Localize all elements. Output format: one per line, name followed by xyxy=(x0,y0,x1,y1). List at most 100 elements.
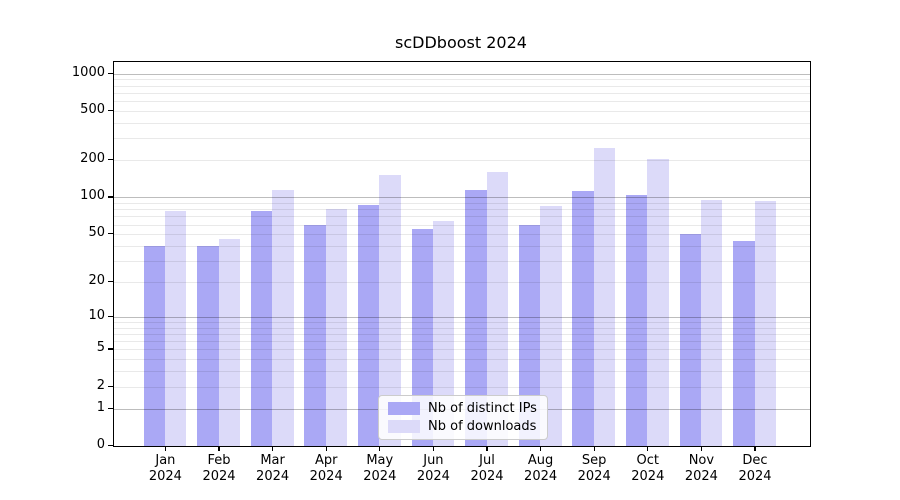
x-tick-mark xyxy=(486,447,488,451)
legend: Nb of distinct IPs Nb of downloads xyxy=(378,395,548,440)
y-gridline-minor xyxy=(114,85,810,87)
y-gridline-minor xyxy=(114,333,810,335)
bar-downloads xyxy=(433,221,455,446)
y-tick-mark xyxy=(108,385,113,387)
x-tick-mark xyxy=(432,447,434,451)
y-gridline-minor xyxy=(114,321,810,323)
x-tick-mark xyxy=(647,447,649,451)
x-tick-label: May 2024 xyxy=(363,453,397,484)
x-tick-label: Sep 2024 xyxy=(577,453,611,484)
y-tick-label: 0 xyxy=(96,437,105,452)
y-gridline-minor xyxy=(114,386,810,388)
bar-distinct-ips xyxy=(626,194,648,446)
y-tick-mark xyxy=(108,196,113,198)
y-gridline-minor xyxy=(114,359,810,361)
x-tick-label: Aug 2024 xyxy=(524,453,558,484)
y-tick-mark xyxy=(108,280,113,283)
bar-distinct-ips xyxy=(733,240,755,446)
x-tick-mark xyxy=(593,447,595,451)
y-gridline-minor xyxy=(114,101,810,103)
y-gridline-minor xyxy=(114,371,810,373)
legend-swatch-downloads xyxy=(388,420,420,433)
y-gridline-minor xyxy=(114,281,810,283)
y-gridline-major xyxy=(114,316,810,318)
y-tick-label: 500 xyxy=(80,102,105,118)
y-gridline-minor xyxy=(114,341,810,343)
legend-item-distinct-ips: Nb of distinct IPs xyxy=(388,401,537,416)
bar-downloads xyxy=(325,209,348,446)
x-tick-mark xyxy=(379,447,381,451)
x-tick-mark xyxy=(218,447,220,451)
y-gridline-minor xyxy=(114,92,810,94)
y-tick-label: 100 xyxy=(80,188,105,204)
y-tick-label: 20 xyxy=(88,272,105,288)
bar-downloads xyxy=(701,199,723,446)
legend-label-downloads: Nb of downloads xyxy=(428,419,537,434)
y-gridline-minor xyxy=(114,123,810,125)
y-gridline-minor xyxy=(114,234,810,236)
y-tick-mark xyxy=(108,407,113,409)
chart-title: scDDboost 2024 xyxy=(395,33,527,52)
bar-downloads xyxy=(486,171,508,446)
plot-area xyxy=(113,61,811,447)
bar-downloads xyxy=(647,158,669,446)
legend-item-downloads: Nb of downloads xyxy=(388,419,537,434)
bar-downloads xyxy=(165,210,187,446)
y-gridline-minor xyxy=(114,111,810,113)
bar-downloads xyxy=(593,148,616,446)
y-gridline-minor xyxy=(114,209,810,211)
x-tick-label: Jan 2024 xyxy=(148,453,182,484)
y-gridline-major xyxy=(114,197,810,199)
y-tick-label: 1 xyxy=(96,399,105,415)
x-tick-mark xyxy=(325,447,327,451)
y-gridline-minor xyxy=(114,160,810,162)
x-tick-mark xyxy=(164,447,166,451)
y-gridline-minor xyxy=(114,349,810,351)
y-tick-label: 1000 xyxy=(71,64,105,80)
x-tick-mark xyxy=(754,447,756,451)
x-tick-label: Dec 2024 xyxy=(738,453,772,484)
bar-distinct-ips xyxy=(518,225,541,446)
bar-downloads xyxy=(218,238,240,446)
legend-label-distinct-ips: Nb of distinct IPs xyxy=(428,401,537,416)
y-gridline-minor xyxy=(114,245,810,247)
bar-distinct-ips xyxy=(358,204,380,446)
bar-distinct-ips xyxy=(250,210,273,446)
x-tick-mark xyxy=(272,447,274,451)
y-gridline-minor xyxy=(114,202,810,204)
bar-downloads xyxy=(540,205,562,446)
y-tick-mark xyxy=(108,233,113,235)
x-tick-label: Mar 2024 xyxy=(256,453,290,484)
y-gridline-minor xyxy=(114,79,810,81)
y-tick-mark xyxy=(108,110,113,112)
x-tick-label: Feb 2024 xyxy=(202,453,236,484)
y-tick-label: 2 xyxy=(96,377,105,393)
bar-distinct-ips xyxy=(143,245,165,446)
y-tick-label: 5 xyxy=(96,340,105,356)
y-gridline-minor xyxy=(114,327,810,329)
y-tick-mark xyxy=(108,72,113,74)
legend-swatch-distinct-ips xyxy=(388,402,420,415)
bar-downloads xyxy=(754,201,776,446)
bar-distinct-ips xyxy=(465,189,487,446)
bar-distinct-ips xyxy=(679,234,701,446)
y-gridline-minor xyxy=(114,138,810,140)
y-tick-label: 200 xyxy=(80,151,105,167)
bar-distinct-ips xyxy=(411,229,433,446)
x-tick-label: Jun 2024 xyxy=(416,453,450,484)
bar-downloads xyxy=(272,189,294,446)
bar-distinct-ips xyxy=(197,245,219,446)
x-tick-mark xyxy=(700,447,702,451)
x-tick-label: Nov 2024 xyxy=(684,453,718,484)
y-tick-mark xyxy=(108,445,113,447)
x-tick-label: Jul 2024 xyxy=(470,453,504,484)
y-tick-mark xyxy=(108,348,113,350)
y-tick-label: 10 xyxy=(88,307,105,323)
y-tick-label: 50 xyxy=(88,225,105,241)
y-tick-mark xyxy=(108,159,113,161)
y-gridline-minor xyxy=(114,224,810,226)
bar-distinct-ips xyxy=(572,191,594,446)
x-tick-label: Oct 2024 xyxy=(631,453,665,484)
y-gridline-minor xyxy=(114,216,810,218)
